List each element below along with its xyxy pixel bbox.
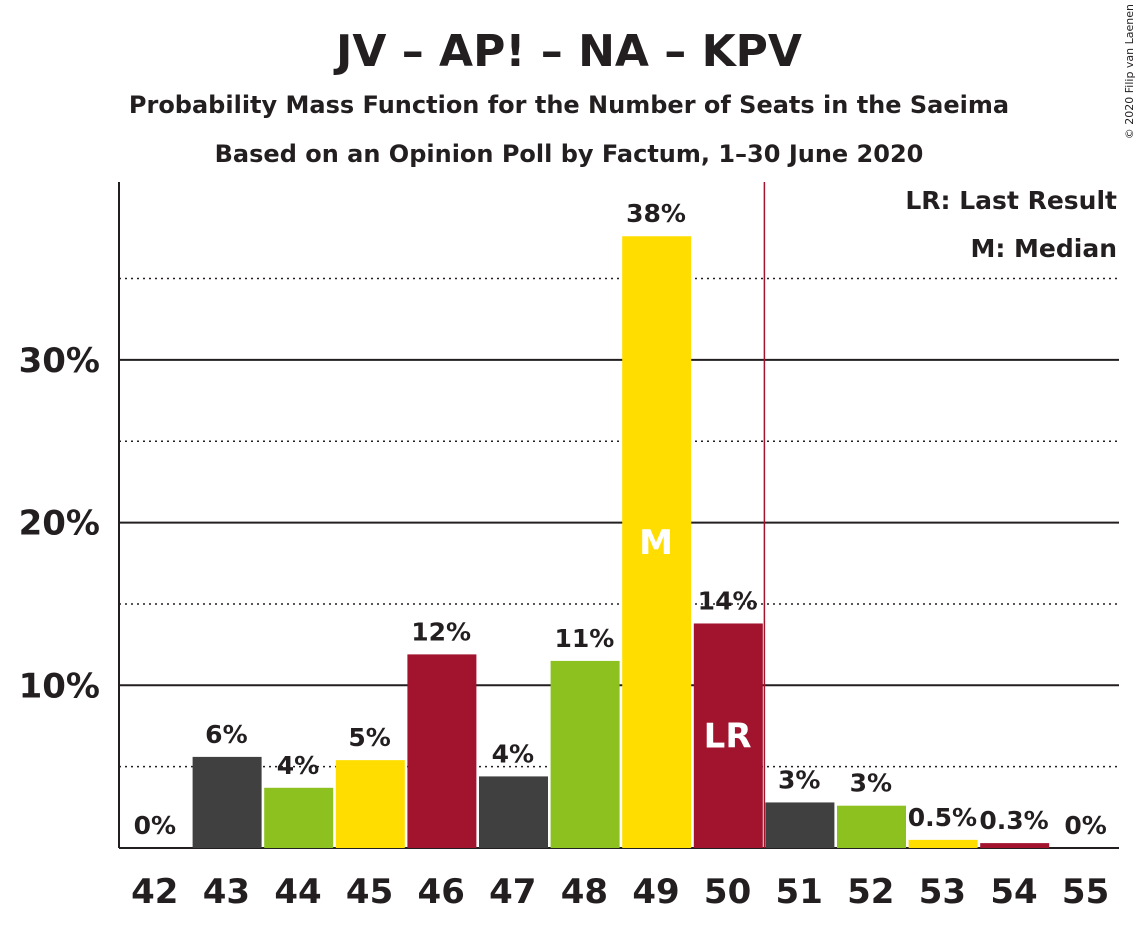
x-tick-label: 45 [346,872,393,912]
x-tick-label: 50 [704,872,751,912]
label-layer: 10% 20% 30% 0% 42 6% 43 4% 44 5% 45 12% 46 4% 47 11% 48 3… [19,199,1110,912]
x-tick-label: 51 [776,872,823,912]
bar-seat-53 [908,839,978,848]
bar-seat-46 [407,654,477,848]
x-tick-label: 54 [990,872,1037,912]
data-label: 11% [554,624,614,653]
x-tick-label: 42 [131,872,178,912]
legend-median: M: Median [970,234,1117,263]
x-tick-label: 47 [489,872,536,912]
data-label: 3% [778,765,820,794]
data-label: 0% [134,811,176,840]
data-label: 0% [1064,811,1106,840]
data-label: 0.3% [979,806,1048,835]
x-tick-label: 46 [418,872,465,912]
y-tick-label: 30% [19,341,100,381]
chart-subtitle-2: Based on an Opinion Poll by Factum, 1–30… [215,140,924,168]
bar-seat-51 [765,802,835,848]
data-label: 4% [277,751,319,780]
bar-seat-45 [335,760,405,848]
y-tick-label: 20% [19,504,100,544]
data-label: 6% [205,720,247,749]
x-tick-label: 49 [632,872,679,912]
data-label: 4% [492,739,534,768]
data-label: 12% [411,617,471,646]
x-tick-label: 52 [847,872,894,912]
bar-seat-52 [837,805,906,848]
data-label: 3% [850,769,892,798]
legend-last-result: LR: Last Result [905,186,1117,215]
bar-seat-50 [693,623,763,848]
data-label: 14% [698,586,758,615]
x-tick-label: 48 [561,872,608,912]
bar-seat-48 [550,660,620,848]
data-label: 5% [348,723,390,752]
copyright-text: © 2020 Filip van Laenen [1123,4,1136,139]
bar-seat-44 [264,787,334,848]
x-tick-label: 43 [203,872,250,912]
data-label: 0.5% [908,803,977,832]
y-tick-label: 10% [19,666,100,706]
data-label: 38% [626,199,686,228]
chart-title: JV – AP! – NA – KPV [333,26,802,77]
chart-subtitle-1: Probability Mass Function for the Number… [129,91,1009,119]
bar-seat-54 [980,843,1050,848]
last-result-marker: LR [704,717,752,757]
bar-layer [192,236,1050,849]
x-tick-label: 53 [919,872,966,912]
bar-seat-43 [192,756,262,848]
median-marker: M [639,523,673,563]
bar-seat-49 [622,236,692,849]
bar-seat-47 [479,776,548,848]
x-tick-label: 44 [274,872,321,912]
x-tick-label: 55 [1062,872,1109,912]
